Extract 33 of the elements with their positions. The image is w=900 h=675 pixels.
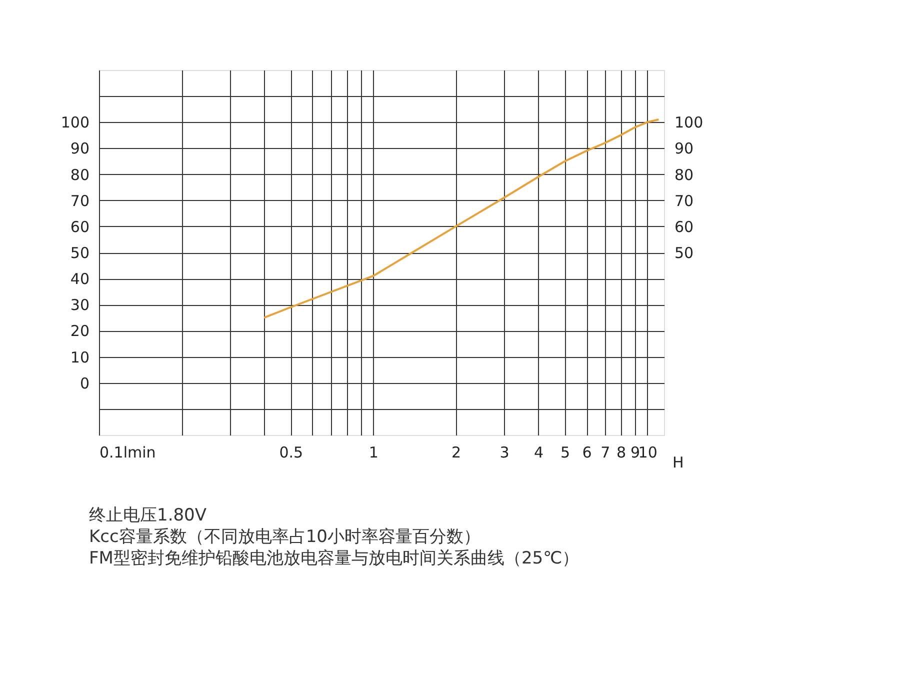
y2-tick-label: 50: [674, 244, 694, 262]
y-tick-label: 90: [70, 140, 90, 158]
x-axis-title: H: [672, 454, 684, 472]
x-tick-label: 3: [500, 444, 510, 462]
y-tick-label: 70: [70, 192, 90, 210]
x-tick-label: 0.1lmin: [100, 444, 156, 462]
y-tick-label: 30: [70, 296, 90, 314]
x-tick-label: 2: [451, 444, 461, 462]
x-tick-label: 8: [616, 444, 626, 462]
y-tick-label: 80: [70, 166, 90, 184]
y-tick-label: 10: [70, 348, 90, 366]
y2-tick-label: 100: [674, 114, 704, 132]
y2-tick-label: 70: [674, 192, 694, 210]
y2-tick-label: 90: [674, 140, 694, 158]
y-tick-label: 40: [70, 270, 90, 288]
y-tick-label: 50: [70, 244, 90, 262]
y2-tick-label: 80: [674, 166, 694, 184]
x-tick-label: 0.5: [279, 444, 304, 462]
x-tick-label: 9: [630, 444, 640, 462]
y-tick-label: 20: [70, 322, 90, 340]
y2-tick-label: 60: [674, 218, 694, 236]
x-tick-label: 7: [600, 444, 610, 462]
x-tick-label: 1: [368, 444, 378, 462]
text: FM型密封免维护铅酸电池放电容量与放电时间关系曲线（25℃）: [89, 548, 580, 568]
y-tick-label: 60: [70, 218, 90, 236]
x-tick-label: 10: [638, 444, 658, 462]
x-tick-label: 6: [582, 444, 592, 462]
text: 终止电压1.80V: [89, 506, 207, 526]
text: Kcc容量系数（不同放电率占10小时率容量百分数）: [89, 527, 480, 547]
x-tick-label: 5: [560, 444, 570, 462]
y-tick-label: 100: [60, 114, 90, 132]
x-tick-label: 4: [534, 444, 544, 462]
y-tick-label: 0: [80, 374, 90, 392]
